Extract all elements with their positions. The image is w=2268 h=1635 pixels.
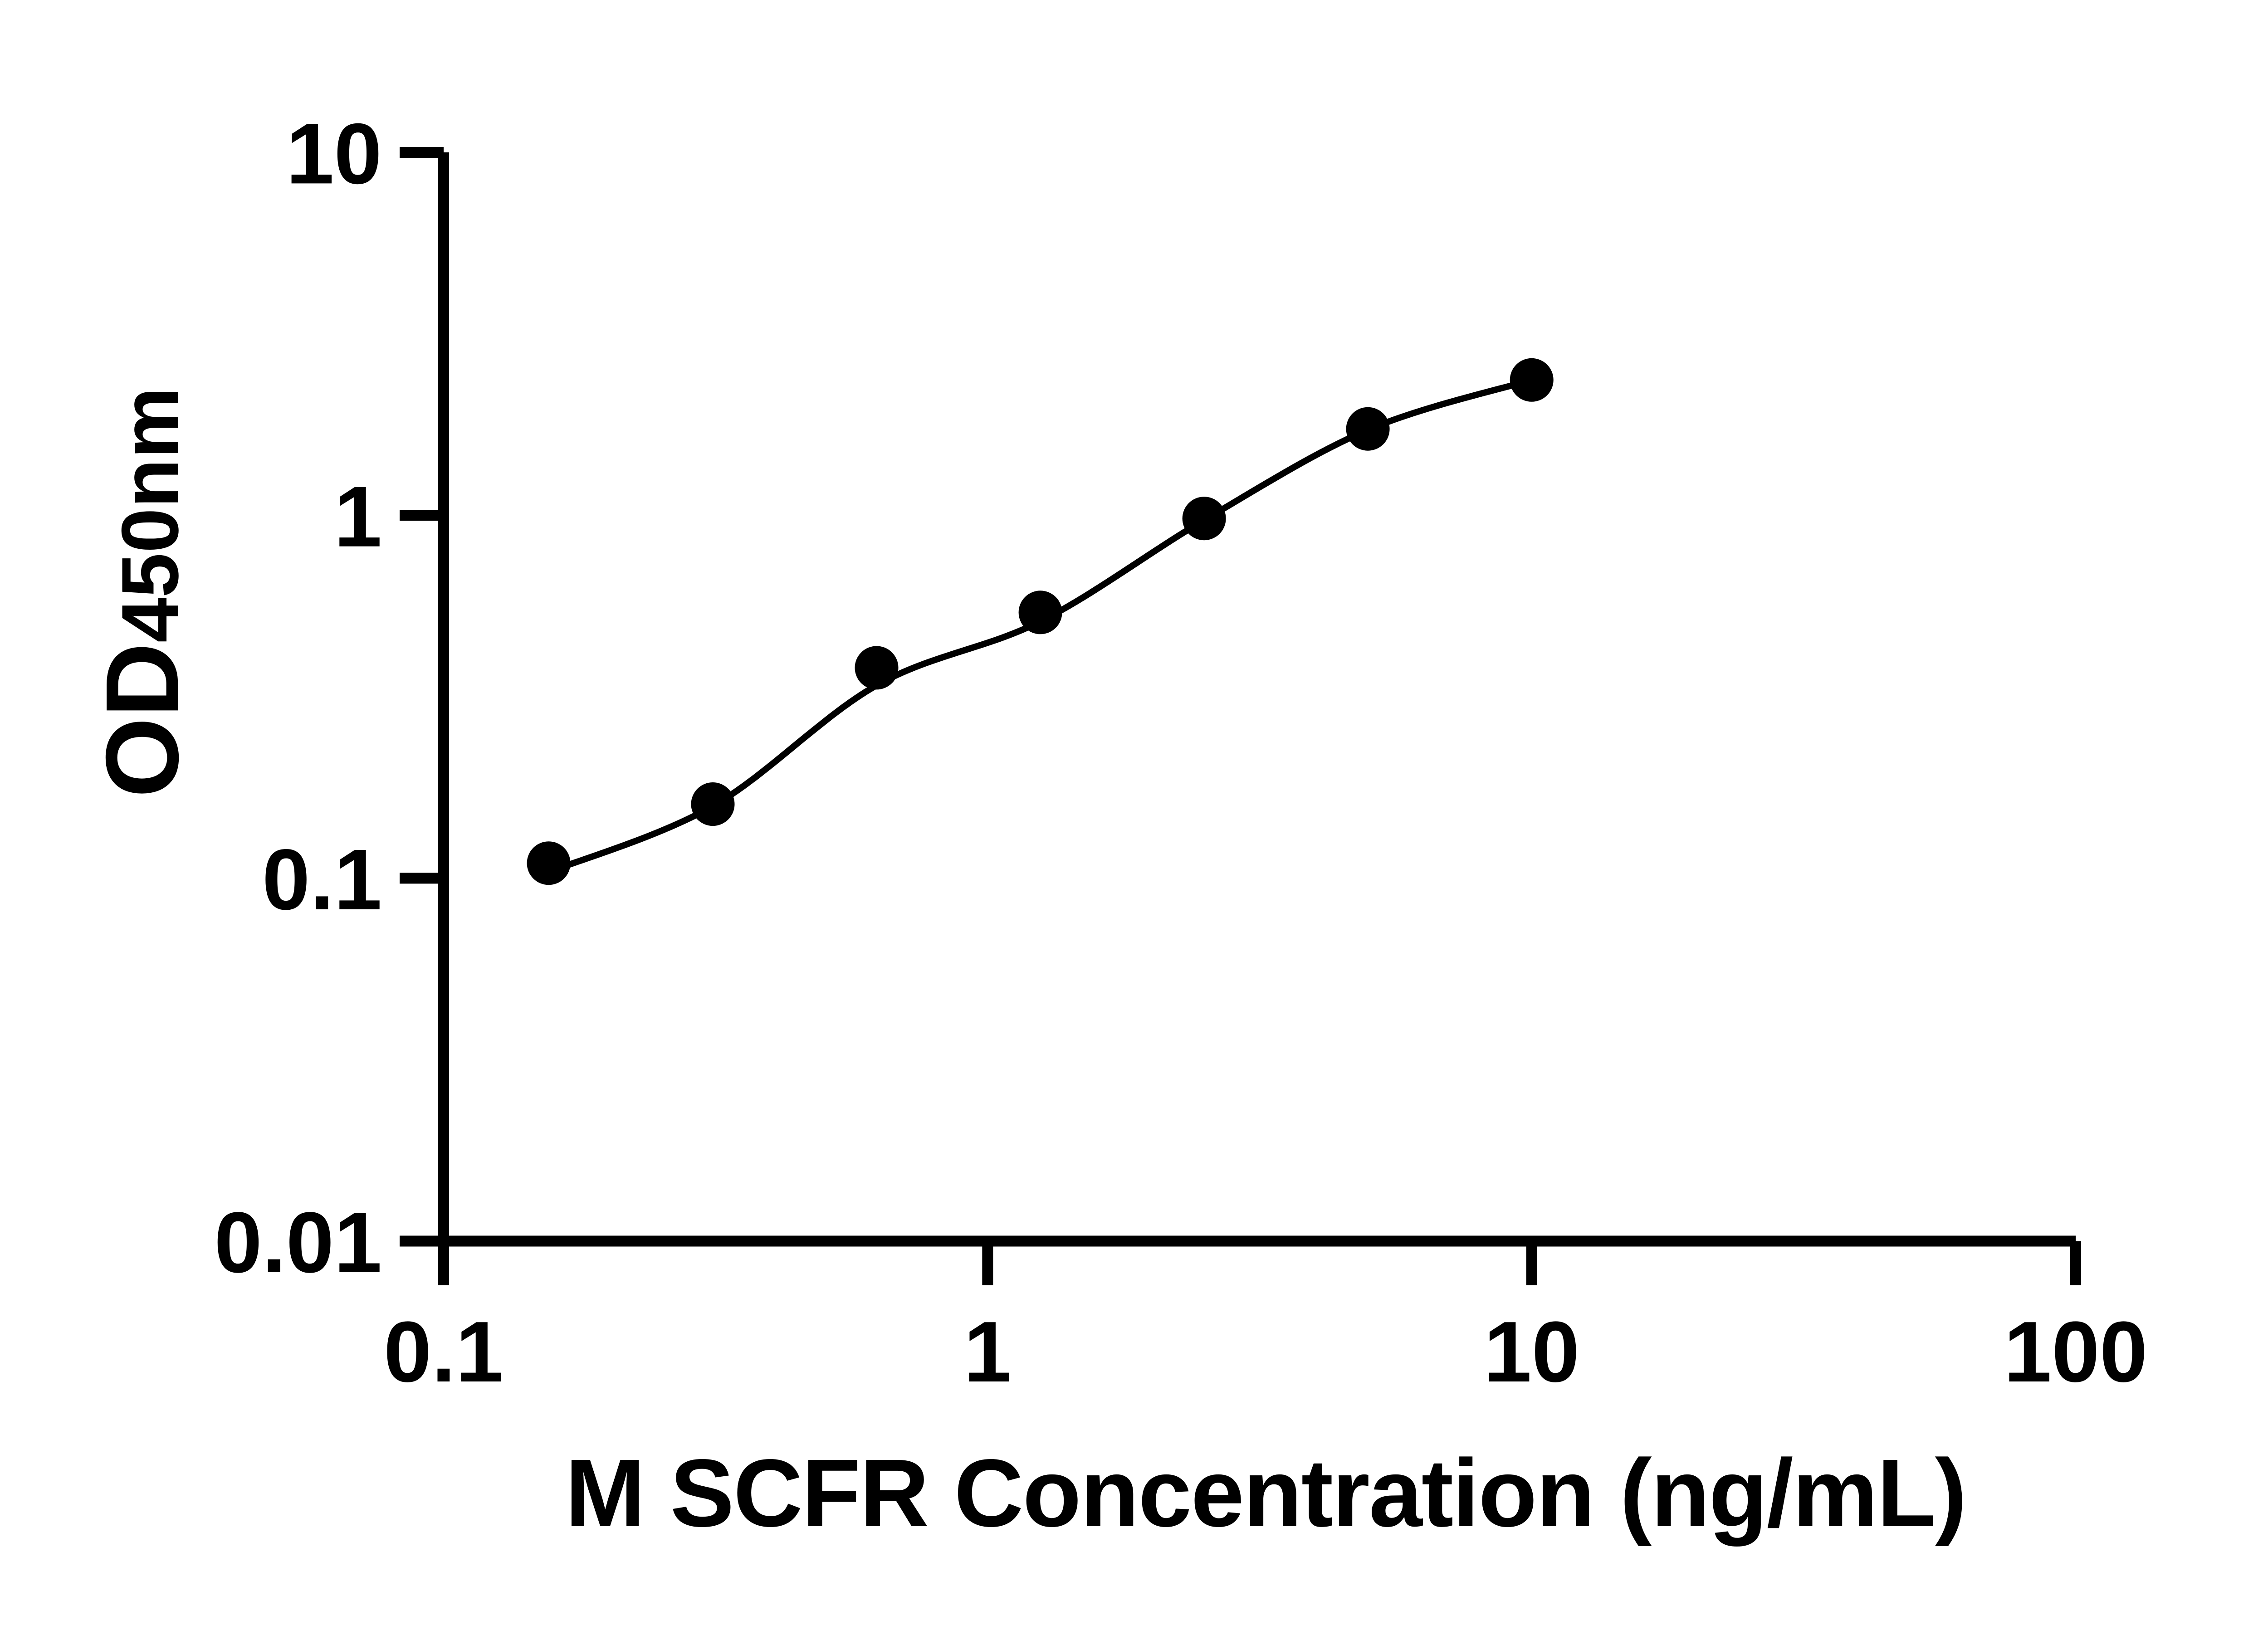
y-axis-title-main: OD xyxy=(85,643,200,798)
y-axis-title-subscript: 450nm xyxy=(105,387,195,643)
x-tick-label-100: 100 xyxy=(2004,1304,2147,1400)
x-tick-label-1: 1 xyxy=(963,1304,1012,1400)
data-point-6 xyxy=(1510,358,1554,402)
y-axis-title: OD450nm xyxy=(85,387,200,798)
x-axis-title: M SCFR Concentration (ng/mL) xyxy=(565,1439,1966,1547)
data-point-2 xyxy=(855,646,899,690)
y-tick-label-1: 1 xyxy=(334,469,382,565)
data-point-0 xyxy=(527,841,571,885)
x-tick-label-0.1: 0.1 xyxy=(384,1304,503,1400)
y-tick-label-0.1: 0.1 xyxy=(262,832,382,928)
x-tick-label-10: 10 xyxy=(1484,1304,1579,1400)
data-point-4 xyxy=(1182,497,1226,541)
y-tick-labels: 10 1 0.1 0.01 xyxy=(214,106,382,1291)
data-point-1 xyxy=(691,782,735,826)
axes xyxy=(400,147,2081,1285)
data-point-3 xyxy=(1018,591,1062,634)
y-tick-label-10: 10 xyxy=(286,106,382,202)
data-point-5 xyxy=(1346,407,1390,451)
y-tick-label-0.01: 0.01 xyxy=(214,1195,382,1291)
x-tick-labels: 0.1 1 10 100 xyxy=(384,1304,2148,1400)
data-points xyxy=(527,358,1554,885)
